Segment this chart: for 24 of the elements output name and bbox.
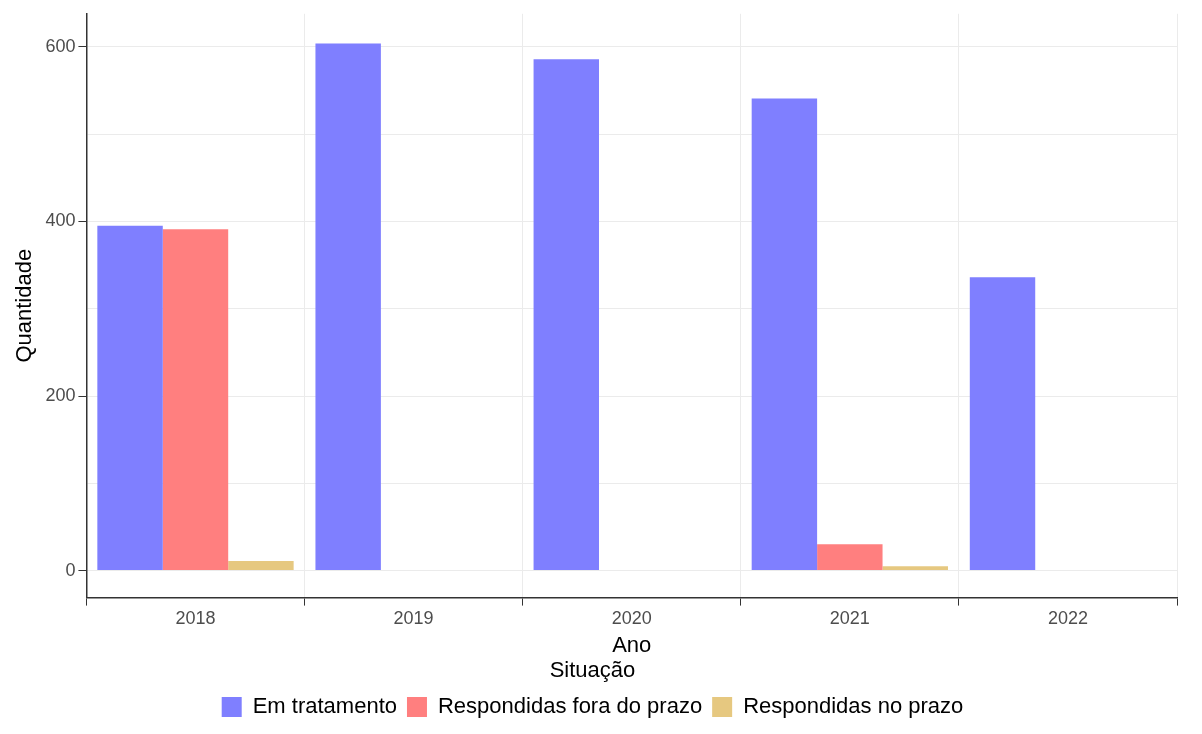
y-tick-label: 400 (45, 210, 76, 231)
x-tick-label: 2019 (393, 608, 434, 629)
x-axis-title: Ano (612, 632, 652, 658)
legend-label: Respondidas fora do prazo (437, 693, 703, 719)
y-axis-title: Quantidade (11, 248, 37, 363)
y-tick-label: 200 (45, 384, 76, 405)
bar (882, 566, 948, 571)
x-tick-label: 2020 (611, 608, 652, 629)
bar (533, 59, 599, 571)
legend-title: Situação (549, 656, 636, 682)
legend-label: Em tratamento (252, 693, 397, 719)
x-tick-label: 2022 (1047, 608, 1088, 629)
bar (315, 43, 381, 571)
y-tick-label: 600 (45, 35, 76, 56)
bar (228, 560, 294, 571)
x-tick-label: 2018 (175, 608, 216, 629)
legend-label: Respondidas no prazo (743, 693, 964, 719)
x-tick-label: 2021 (829, 608, 870, 629)
bar (751, 98, 818, 571)
y-tick-label: 0 (65, 559, 76, 580)
bar (969, 277, 1036, 571)
bar (817, 544, 883, 571)
bar (162, 229, 229, 571)
bar (97, 225, 163, 571)
